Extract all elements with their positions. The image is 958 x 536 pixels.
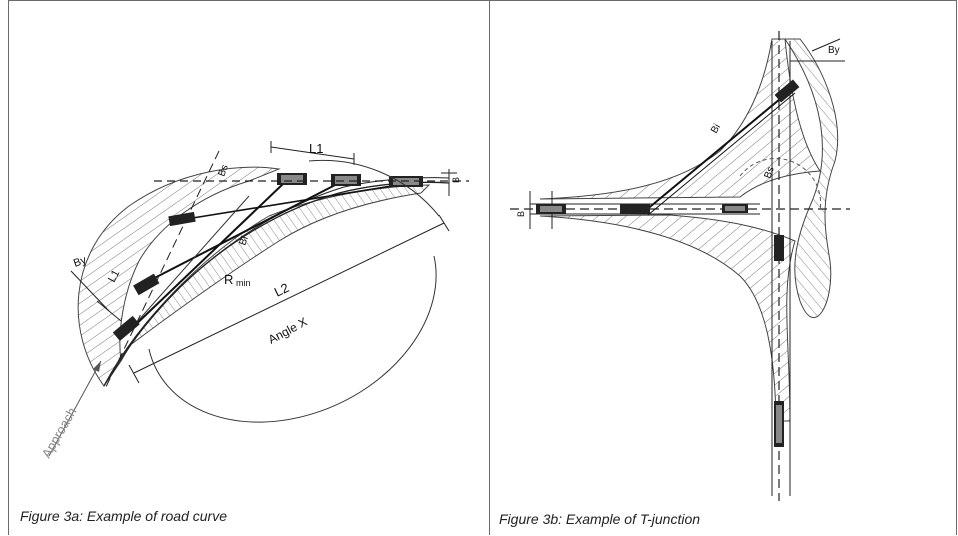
label-r-min-sub: min [236, 278, 251, 288]
figure-3b-caption: Figure 3b: Example of T-junction [499, 511, 700, 527]
figure-3b-panel: By Bi Bs B Figure 3b: Example of T-junct… [489, 0, 957, 535]
label-l2: L2 [272, 280, 292, 300]
label-approach: Approach [39, 405, 80, 461]
swept-area-lower [540, 215, 795, 421]
vehicle-icon [620, 204, 650, 214]
vehicle-icon [331, 174, 361, 186]
label-r-min: R [224, 272, 233, 287]
figure-3a-caption: Figure 3a: Example of road curve [20, 508, 227, 524]
label-b: B [516, 211, 526, 217]
label-b: B [451, 177, 461, 183]
vehicle-icon [536, 204, 566, 214]
t-junction-diagram: By Bi Bs B [490, 1, 956, 536]
label-bi: Bi [709, 122, 723, 135]
vehicle-icon [722, 204, 748, 213]
swept-area-upper [540, 39, 820, 199]
vehicle-icon [774, 401, 784, 447]
label-l1-top: L1 [309, 141, 323, 156]
figure-3a-panel: L1 L1 By Bs Bi B R min L2 Angle X Approa… [8, 0, 490, 535]
label-by: By [828, 45, 840, 56]
vehicle-icon [774, 235, 784, 261]
vehicle-icon [277, 173, 307, 185]
road-curve-diagram: L1 L1 By Bs Bi B R min L2 Angle X Approa… [9, 1, 490, 536]
label-angle-x: Angle X [266, 315, 310, 347]
